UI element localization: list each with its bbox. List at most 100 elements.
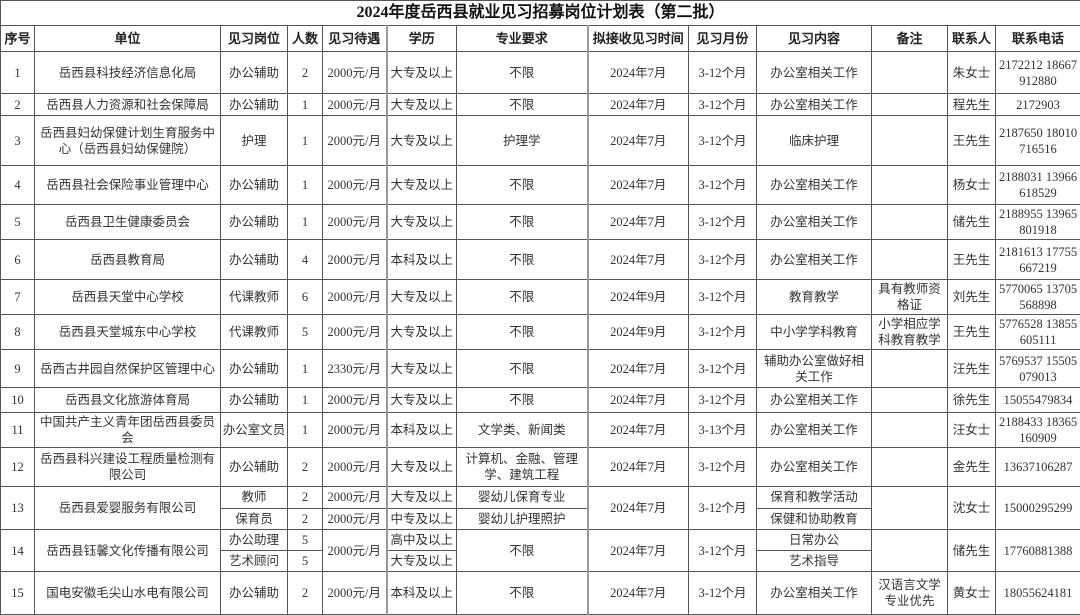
table-row: 5 岳西县卫生健康委员会 办公辅助 1 2000元/月 大专及以上 不限 2024年7月 3-1… [0,204,1080,240]
cell-unit: 岳西县人力资源和社会保障局 [34,93,221,116]
cell-contact: 王先生 [947,115,996,166]
table-row: 艺术顾问 5 大专及以上 艺术指导 [1,550,1080,572]
cell-phone: 2188955 13965801918 [994,204,1080,240]
cell-content: 办公室相关工作 [756,412,872,448]
cell-content: 保育和教学活动 [756,486,872,509]
cell-major: 不限 [456,204,588,240]
cell-position: 办公辅助 [220,349,288,388]
cell-contact: 刘先生 [947,279,996,315]
cell-pay: 2000元/月 [322,279,387,315]
cell-pay: 2000元/月 [322,387,387,413]
cell-major: 不限 [456,571,588,615]
cell-remark [871,529,948,572]
cell-remark [871,349,948,388]
cell-months: 3-12个月 [688,486,757,530]
cell-months: 3-12个月 [688,529,757,572]
cell-content: 日常办公 [756,529,872,551]
cell-remark: 具有教师资格证 [871,279,948,315]
cell-major: 不限 [456,529,588,572]
cell-position: 代课教师 [220,279,288,315]
cell-months: 3-12个月 [688,349,757,388]
cell-seq: 10 [0,387,35,413]
table-row: 2 岳西县人力资源和社会保障局 办公辅助 1 2000元/月 大专及以上 不限 2024年7月… [0,93,1080,116]
cell-count: 1 [287,115,323,166]
cell-seq: 14 [0,529,35,572]
header-education: 学历 [385,25,457,52]
cell-unit: 岳西县教育局 [34,239,221,280]
cell-start-time: 2024年7月 [586,529,689,572]
cell-seq: 5 [0,204,35,240]
cell-contact: 金先生 [947,447,996,487]
cell-contact: 储先生 [947,204,996,240]
cell-seq: 12 [0,447,35,487]
cell-education: 大专及以上 [385,486,457,509]
cell-content: 辅助办公室做好相关工作 [756,349,872,388]
header-major: 专业要求 [456,25,588,52]
cell-position: 代课教师 [220,314,288,350]
cell-position: 艺术顾问 [220,550,288,572]
cell-remark [871,115,948,166]
cell-contact: 沈女士 [947,486,996,530]
cell-months: 3-12个月 [688,314,757,350]
cell-education: 大专及以上 [385,115,457,166]
cell-education: 大专及以上 [385,165,457,205]
cell-pay: 2000元/月 [322,486,387,509]
cell-content: 艺术指导 [756,550,872,572]
cell-start-time: 2024年7月 [586,115,689,166]
cell-remark [871,447,948,487]
cell-phone: 2187650 18010716516 [994,115,1080,166]
cell-start-time: 2024年7月 [586,165,689,205]
cell-education: 本科及以上 [385,571,457,615]
cell-months: 3-12个月 [688,387,757,413]
cell-count: 1 [287,165,323,205]
cell-count: 1 [287,412,323,448]
cell-position: 办公辅助 [220,165,288,205]
cell-content: 办公室相关工作 [756,51,872,94]
table-row: 3 岳西县妇幼保健计划生育服务中心（岳西县妇幼保健院） 护理 1 2000元/月 大专及以… [0,115,1080,166]
header-seq: 序号 [0,25,35,52]
cell-seq: 13 [0,486,35,530]
cell-start-time: 2024年7月 [586,486,689,530]
cell-phone: 2188031 13966618529 [994,165,1080,205]
cell-remark: 汉语言文学专业优先 [871,571,948,615]
cell-position: 办公室文员 [220,412,288,448]
cell-position: 教师 [220,486,288,509]
cell-education: 本科及以上 [385,239,457,280]
table-row: 6 岳西县教育局 办公辅助 4 2000元/月 本科及以上 不限 2024年7月 3-12个月办… [0,239,1080,280]
cell-seq: 8 [0,314,35,350]
cell-remark [871,165,948,205]
table-row: 9 岳西古井园自然保护区管理中心 办公辅助 1 2330元/月 大专及以上 不限 2024年7… [0,349,1080,388]
cell-count: 1 [287,204,323,240]
cell-major: 不限 [456,165,588,205]
cell-contact: 汪先生 [947,349,996,388]
cell-phone: 2172212 18667912880 [994,51,1080,94]
cell-unit: 岳西县社会保险事业管理中心 [34,165,221,205]
cell-major: 婴幼儿保育专业 [456,486,588,509]
cell-position: 办公辅助 [220,93,288,116]
cell-remark [871,93,948,116]
cell-contact: 王先生 [947,314,996,350]
cell-count: 5 [287,550,323,572]
cell-seq: 9 [0,349,35,388]
table-row: 4 岳西县社会保险事业管理中心 办公辅助 1 2000元/月 大专及以上 不限 2024年7月… [0,165,1080,205]
table-row: 10 岳西县文化旅游体育局 办公辅助 1 2000元/月 大专及以上 不限 2024年7月 3-… [0,387,1080,413]
cell-education: 大专及以上 [385,51,457,94]
cell-contact: 黄女士 [947,571,996,615]
cell-education: 大专及以上 [385,314,457,350]
header-start-time: 拟接收见习时间 [586,25,689,52]
cell-contact: 程先生 [947,93,996,116]
cell-content: 办公室相关工作 [756,239,872,280]
cell-content: 办公室相关工作 [756,204,872,240]
cell-start-time: 2024年7月 [586,51,689,94]
table-row: 11 中国共产主义青年团岳西县委员会 办公室文员 1 2000元/月 本科及以上 文学类、新… [0,412,1080,448]
cell-position: 办公辅助 [220,204,288,240]
cell-months: 3-12个月 [688,447,757,487]
table-row: 1 岳西县科技经济信息化局 办公辅助 2 2000元/月 大专及以上 不限 2024年7月 3-… [0,51,1080,94]
cell-months: 3-12个月 [688,115,757,166]
cell-pay: 2000元/月 [322,507,387,530]
cell-start-time: 2024年7月 [586,93,689,116]
cell-major: 婴幼儿护理照护 [456,507,588,530]
cell-start-time: 2024年9月 [586,279,689,315]
cell-contact: 徐先生 [947,387,996,413]
cell-phone: 18055624181 [994,571,1080,615]
